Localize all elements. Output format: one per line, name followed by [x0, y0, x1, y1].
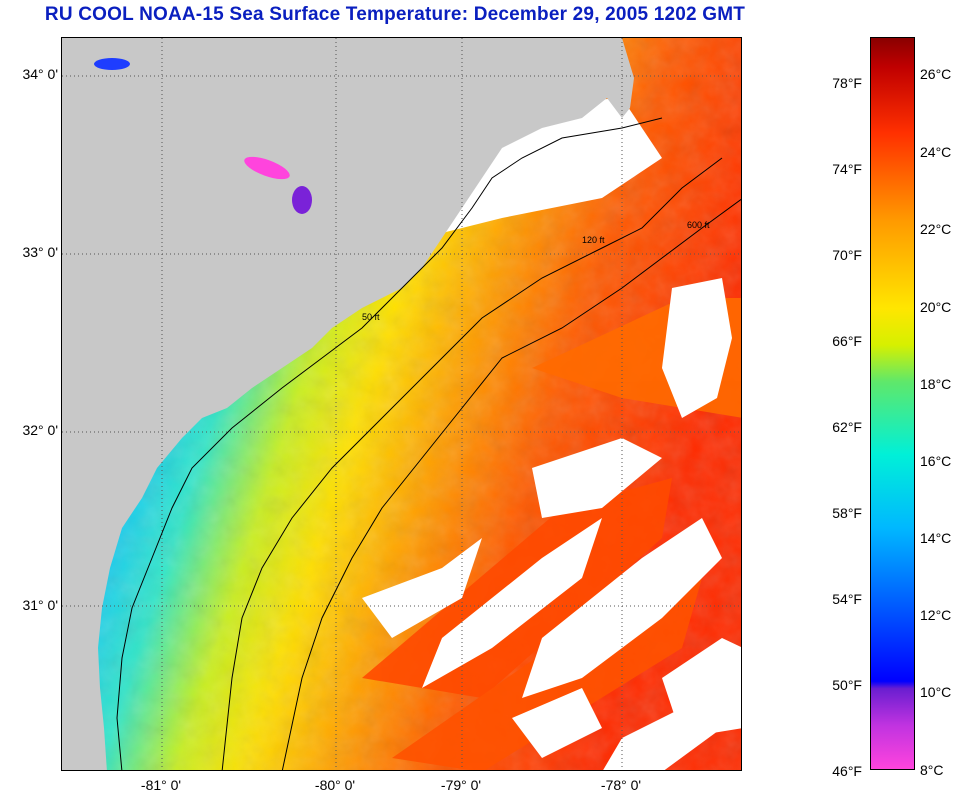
colorbar-c-label: 20°C	[920, 299, 952, 315]
colorbar-c-label: 18°C	[920, 376, 952, 392]
land-mass	[62, 38, 622, 770]
colorbar-c-label: 10°C	[920, 684, 952, 700]
temperature-colorbar	[870, 37, 915, 770]
lon-label-81: -81° 0'	[140, 777, 182, 793]
lon-label-78: -78° 0'	[600, 777, 642, 793]
colorbar-f-label: 78°F	[832, 75, 862, 91]
lon-label-80: -80° 0'	[314, 777, 356, 793]
lat-lon-grid	[62, 38, 741, 770]
lat-label-32: 32° 0'	[22, 422, 58, 438]
isobath-label-50: 50 ft	[362, 312, 380, 322]
colorbar-f-label: 58°F	[832, 505, 862, 521]
lat-label-31: 31° 0'	[22, 597, 58, 613]
colorbar-f-label: 50°F	[832, 677, 862, 693]
colorbar-c-label: 16°C	[920, 453, 952, 469]
sst-map[interactable]: 50 ft 120 ft 600 ft	[61, 37, 742, 771]
lon-label-79: -79° 0'	[440, 777, 482, 793]
sst-map-canvas: 50 ft 120 ft 600 ft	[62, 38, 741, 770]
colorbar-f-label: 66°F	[832, 333, 862, 349]
colorbar-c-label: 14°C	[920, 530, 952, 546]
colorbar-f-label: 62°F	[832, 419, 862, 435]
colorbar-c-label: 22°C	[920, 221, 952, 237]
colorbar-c-label: 24°C	[920, 144, 952, 160]
map-title: RU COOL NOAA-15 Sea Surface Temperature:…	[44, 4, 746, 25]
isobath-label-120: 120 ft	[582, 235, 605, 245]
colorbar-c-label: 26°C	[920, 66, 952, 82]
colorbar-f-label: 46°F	[832, 763, 862, 779]
isobath-label-600: 600 ft	[687, 220, 710, 230]
lat-label-34: 34° 0'	[22, 66, 58, 82]
colorbar-c-label: 12°C	[920, 607, 952, 623]
colorbar-f-label: 54°F	[832, 591, 862, 607]
colorbar-f-label: 74°F	[832, 161, 862, 177]
isobath-lines	[116, 117, 741, 770]
colorbar-f-label: 70°F	[832, 247, 862, 263]
lat-label-33: 33° 0'	[22, 244, 58, 260]
colorbar-c-label: 8°C	[920, 762, 944, 778]
